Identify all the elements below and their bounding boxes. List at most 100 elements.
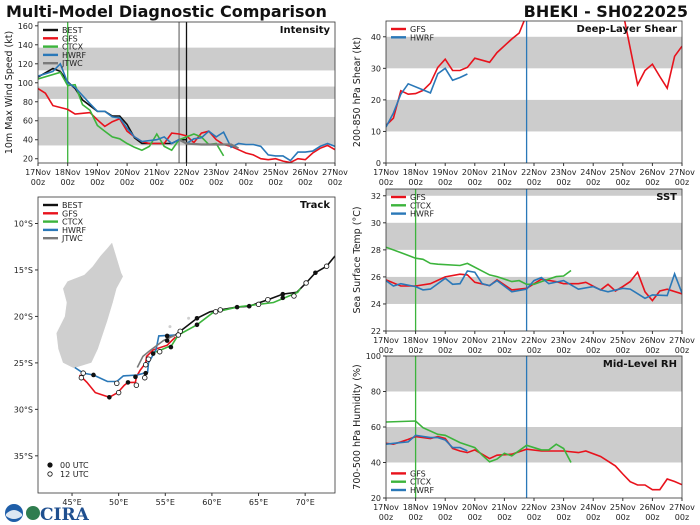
- lat-tick-label: 35°S: [14, 452, 33, 461]
- legend-label: GFS: [410, 25, 426, 34]
- plot-frame: [385, 20, 683, 164]
- y-axis-label: 700-500 hPa Humidity (%): [352, 364, 363, 489]
- y-tick-label: 60: [23, 117, 33, 126]
- legend-label: CTCX: [410, 201, 432, 210]
- x-tick-hour: 00z: [438, 346, 452, 355]
- marker-00utc: [234, 304, 240, 310]
- x-tick-label: 18Nov: [403, 168, 429, 177]
- series-line-gfs: [386, 21, 682, 126]
- y-tick-label: 60: [371, 423, 381, 432]
- x-tick-label: 17Nov: [373, 503, 399, 512]
- track-panel: 45°E 50°E 55°E 60°E 65°E 70°E 10°S 15°S 20°S 25°S…: [14, 196, 336, 507]
- y-tick-label: 10: [371, 127, 381, 136]
- x-tick-label: 27Nov: [669, 168, 695, 177]
- y-tick-label: 30: [371, 64, 381, 73]
- x-tick-hour: 00z: [379, 513, 393, 522]
- y-tick-label: 0: [376, 159, 381, 168]
- marker-00utc: [125, 380, 131, 385]
- x-tick-label: 19Nov: [432, 336, 458, 345]
- lat-tick-label: 15°S: [14, 266, 33, 275]
- marker-12utc: [217, 307, 224, 313]
- shaded-band: [386, 356, 682, 392]
- x-tick-label: 27Nov: [322, 168, 348, 177]
- series-line-hwrf: [386, 270, 682, 300]
- legend-label: CTCX: [410, 478, 432, 487]
- y-tick-label: 40: [371, 459, 381, 468]
- x-tick-hour: 00z: [209, 178, 223, 187]
- y-axis-label: 200-850 hPa Shear (kt): [352, 37, 363, 147]
- madagascar-landmass: [55, 241, 124, 369]
- x-tick-label: 22Nov: [521, 336, 547, 345]
- marker-legend-label: 12 UTC: [60, 470, 89, 479]
- marker-12utc: [175, 332, 182, 338]
- series-line-ctcx: [386, 420, 572, 463]
- x-tick-hour: 00z: [497, 346, 511, 355]
- marker-12utc: [303, 280, 309, 286]
- x-tick-label: 20Nov: [462, 503, 488, 512]
- y-tick-label: 80: [23, 98, 33, 107]
- x-tick-label: 23Nov: [551, 336, 577, 345]
- marker-00utc: [107, 394, 112, 400]
- x-tick-hour: 00z: [527, 346, 541, 355]
- x-tick-hour: 00z: [328, 178, 342, 187]
- x-tick-label: 25Nov: [263, 168, 289, 177]
- globe-icon: [26, 506, 40, 520]
- sst-panel: 22242628303217Nov00z18Nov00z19Nov00z20No…: [352, 188, 695, 355]
- x-tick-label: 25Nov: [610, 503, 636, 512]
- x-tick-hour: 00z: [556, 346, 570, 355]
- panel-title: Mid-Level RH: [603, 359, 677, 370]
- lon-tick-label: 50°E: [109, 498, 128, 507]
- x-tick-label: 18Nov: [403, 336, 429, 345]
- legend-label: JTWC: [61, 59, 83, 68]
- marker-12utc: [156, 349, 163, 355]
- x-tick-hour: 00z: [31, 178, 45, 187]
- x-tick-label: 24Nov: [580, 168, 606, 177]
- marker-12utc: [115, 389, 122, 396]
- marker-00utc: [91, 372, 96, 378]
- x-tick-hour: 00z: [438, 178, 452, 187]
- series-line-hwrf: [386, 434, 468, 452]
- x-tick-label: 24Nov: [580, 336, 606, 345]
- x-tick-label: 21Nov: [144, 168, 170, 177]
- track-line-ctcx: [154, 288, 302, 353]
- y-tick-label: 20: [23, 155, 33, 164]
- marker-00utc: [280, 295, 286, 301]
- x-tick-hour: 00z: [586, 346, 600, 355]
- legend-label: GFS: [62, 209, 78, 218]
- panel-title: Track: [300, 200, 330, 211]
- marker-00utc: [194, 322, 200, 328]
- x-tick-hour: 00z: [616, 513, 630, 522]
- x-tick-label: 21Nov: [492, 168, 518, 177]
- x-tick-label: 23Nov: [551, 503, 577, 512]
- x-tick-hour: 00z: [527, 178, 541, 187]
- marker-00utc: [143, 370, 149, 376]
- x-tick-hour: 00z: [556, 178, 570, 187]
- x-tick-hour: 00z: [645, 513, 659, 522]
- shaded-band: [386, 189, 682, 196]
- legend-label: BEST: [62, 26, 83, 35]
- marker-12utc: [78, 375, 85, 381]
- x-tick-label: 20Nov: [462, 336, 488, 345]
- marker-00utc: [246, 303, 252, 309]
- marker-00utc: [280, 291, 286, 297]
- marker-12utc: [255, 301, 262, 308]
- legend-label: HWRF: [62, 226, 86, 235]
- x-tick-hour: 00z: [90, 178, 104, 187]
- y-axis-label: 10m Max Wind Speed (kt): [4, 31, 15, 154]
- panel-title: Deep-Layer Shear: [577, 24, 678, 35]
- y-tick-label: 40: [371, 33, 381, 42]
- y-tick-label: 140: [18, 41, 33, 50]
- x-tick-hour: 00z: [468, 513, 482, 522]
- y-tick-label: 160: [18, 22, 33, 31]
- marker-12utc: [133, 382, 140, 388]
- shear-panel: 01020304017Nov00z18Nov00z19Nov00z20Nov00…: [352, 20, 695, 187]
- y-tick-label: 40: [23, 136, 33, 145]
- marker-12utc: [143, 362, 149, 368]
- marker-00utc: [164, 338, 170, 343]
- x-tick-label: 21Nov: [492, 503, 518, 512]
- x-tick-label: 25Nov: [610, 336, 636, 345]
- figure-title: Multi-Model Diagnostic Comparison: [6, 2, 327, 21]
- x-tick-label: 22Nov: [521, 168, 547, 177]
- y-axis-label: Sea Surface Temp (°C): [352, 206, 363, 313]
